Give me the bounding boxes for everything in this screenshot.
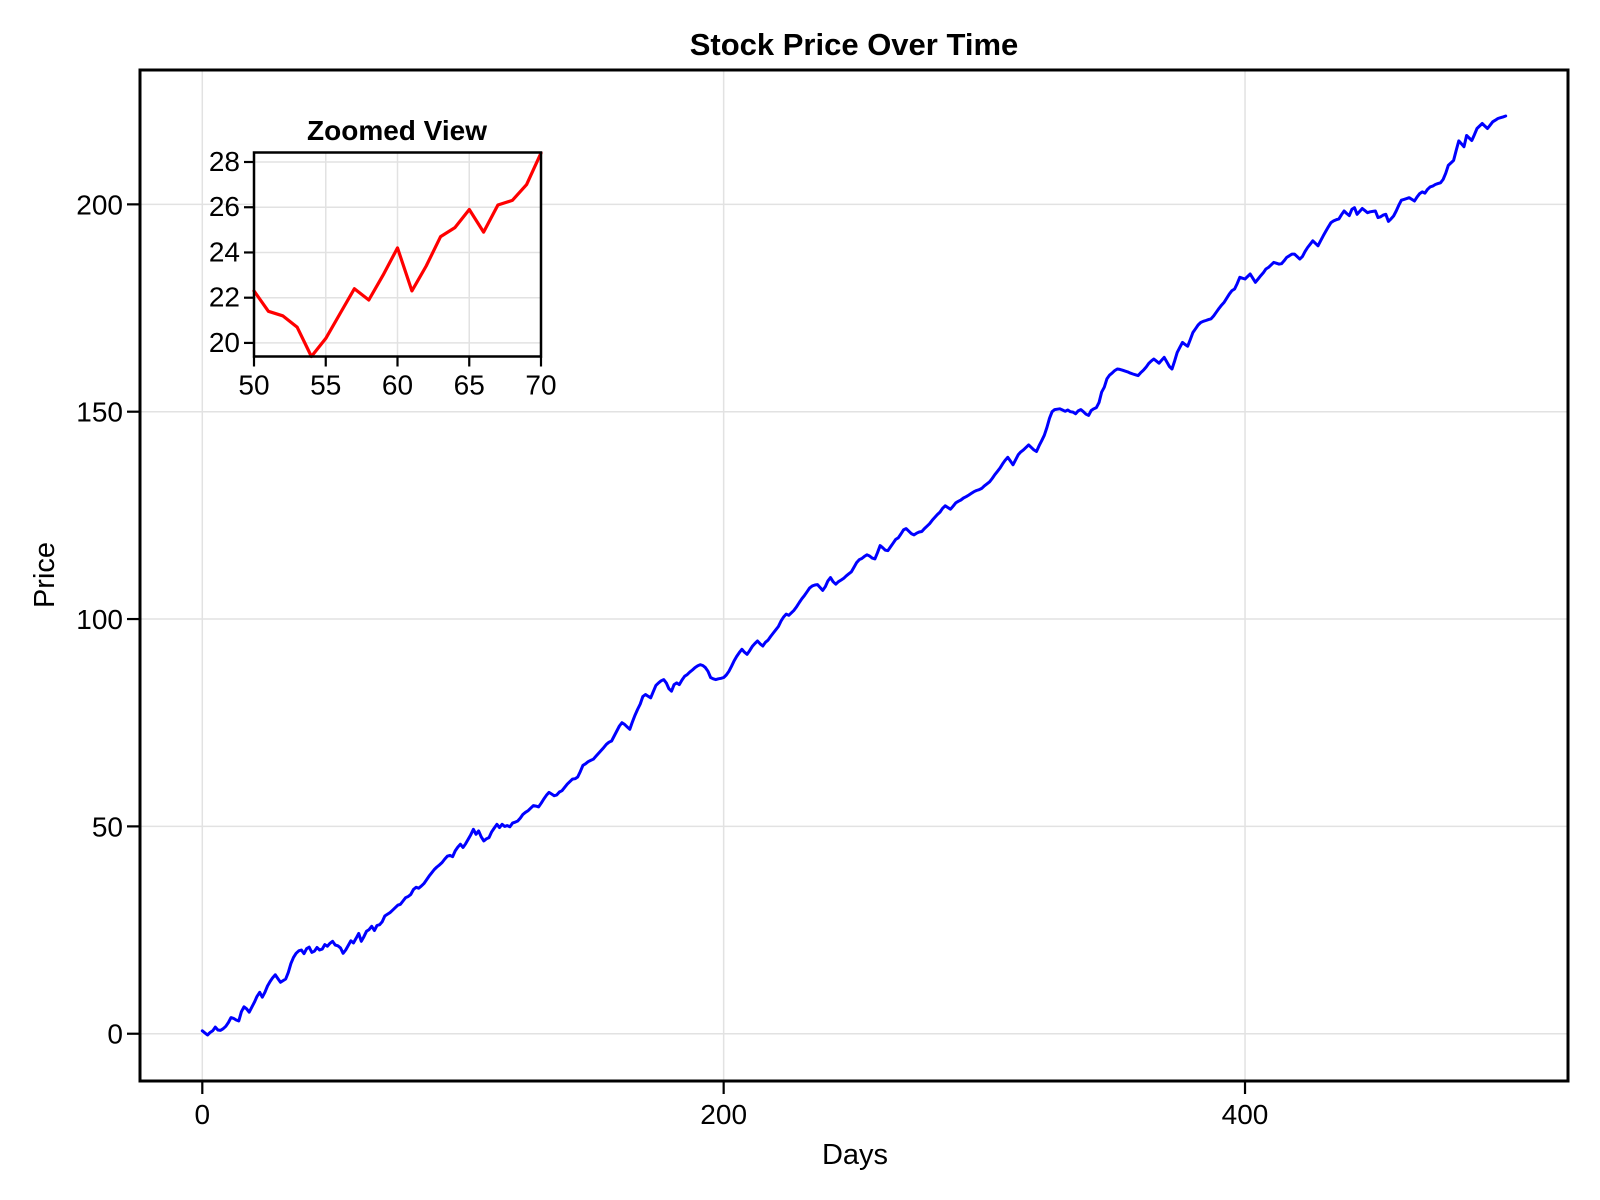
main-y-tick-label: 100: [76, 604, 123, 635]
main-x-tick-label: 0: [195, 1099, 211, 1130]
inset-y-tick-label: 24: [209, 236, 240, 267]
main-y-tick-label: 150: [76, 397, 123, 428]
main-x-tick-label: 200: [700, 1099, 747, 1130]
price-line: [200, 114, 1508, 1037]
inset-y-tick-label: 20: [209, 327, 240, 358]
inset-x-tick-label: 55: [310, 370, 341, 401]
main-x-tick-label: 400: [1222, 1099, 1269, 1130]
main-frame: [138, 68, 1570, 1083]
inset-title: Zoomed View: [307, 115, 487, 146]
inset-x-tick-label: 50: [238, 370, 269, 401]
x-axis-label: Days: [822, 1139, 888, 1171]
inset-plot-area: 50 55 60 65 70 20 22 24 26 28: [209, 146, 557, 401]
inset-y-tick-label: 28: [209, 146, 240, 177]
inset-y-tick-label: 22: [209, 282, 240, 313]
inset-y-tick-label: 26: [209, 191, 240, 222]
main-y-tick-label: 0: [107, 1019, 123, 1050]
price-zoom-line: [252, 151, 543, 359]
main-y-tick-label: 50: [92, 811, 123, 842]
chart-title: Stock Price Over Time: [690, 27, 1019, 62]
main-plot-area: 0 200 400 0 50 100 150 200: [76, 68, 1570, 1130]
y-axis-label: Price: [29, 542, 61, 608]
inset-x-tick-label: 70: [525, 370, 556, 401]
main-y-tick-label: 200: [76, 189, 123, 220]
inset-x-tick-label: 65: [454, 370, 485, 401]
inset-x-tick-label: 60: [382, 370, 413, 401]
